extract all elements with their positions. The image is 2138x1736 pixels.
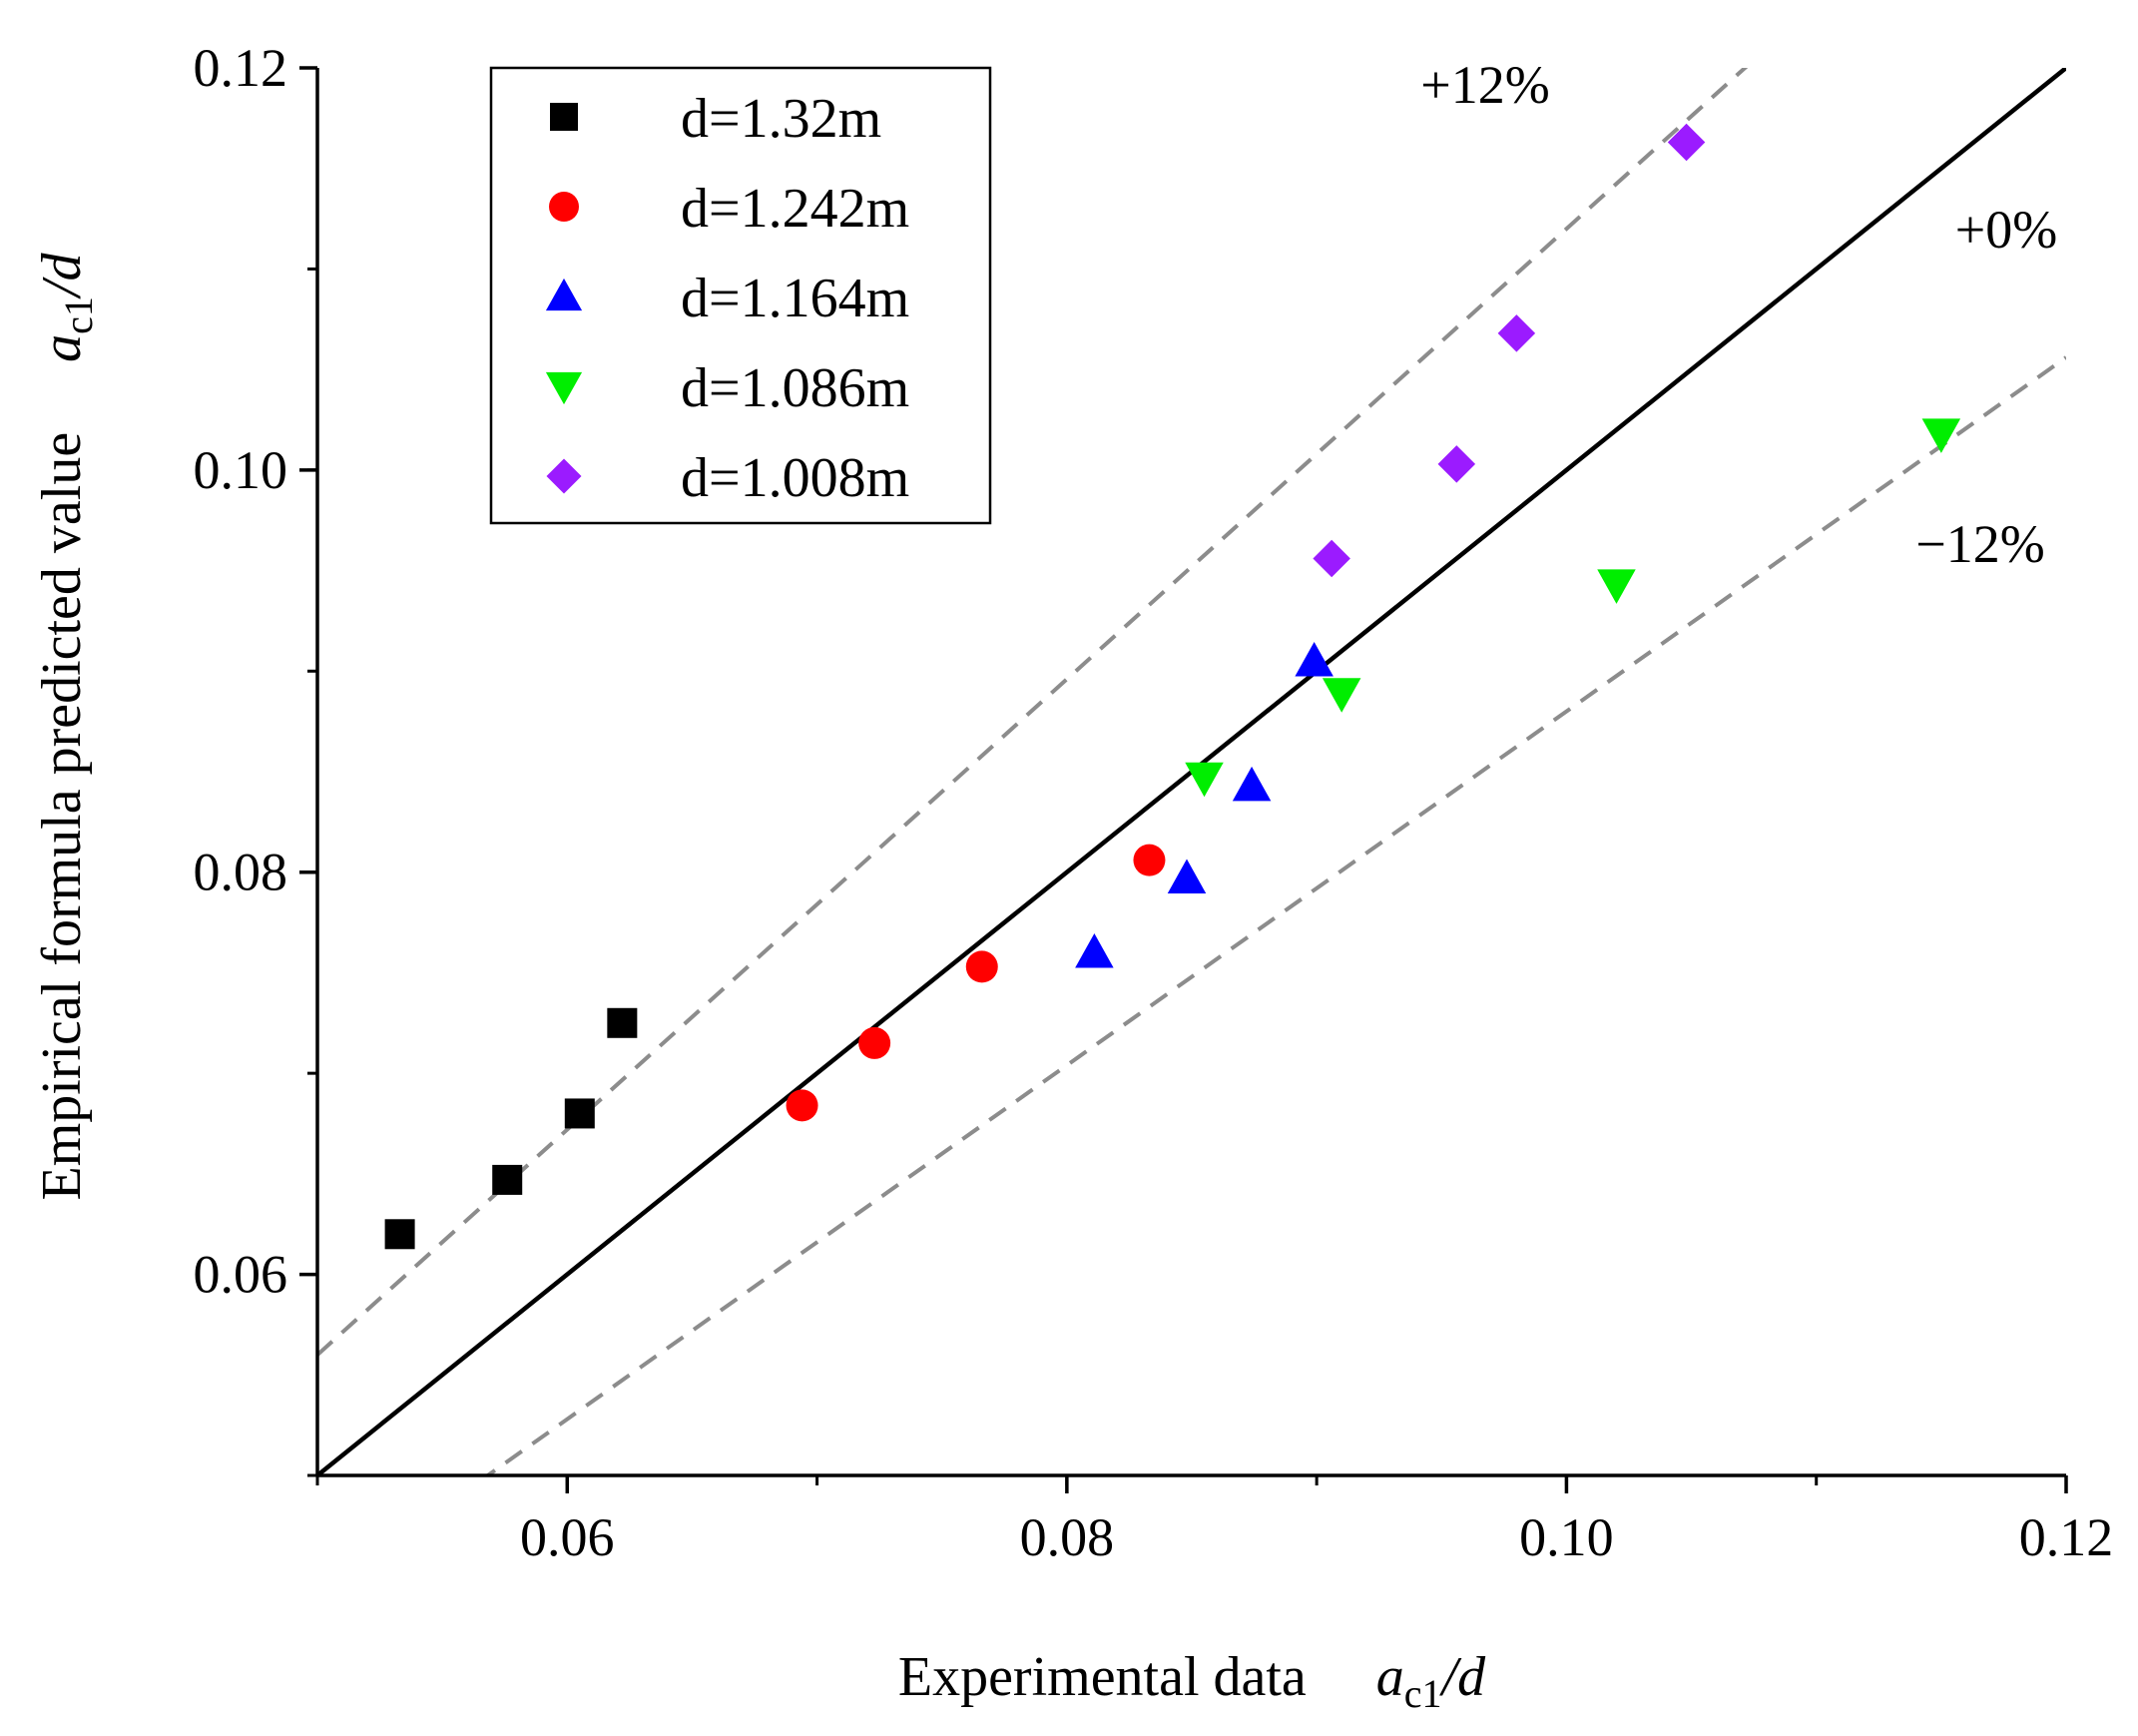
legend-marker-3 xyxy=(545,371,583,405)
x-tick-label: 0.10 xyxy=(1519,1507,1614,1567)
point-series0-3 xyxy=(607,1007,638,1038)
point-series3-3 xyxy=(1921,418,1961,453)
point-series2-3 xyxy=(1295,641,1334,677)
legend-box xyxy=(489,66,992,525)
y-axis-title: Empirical formula predicted value ac1/d xyxy=(31,253,101,1201)
reference-line-minus12pct xyxy=(484,355,2066,1475)
x-tick-label: 0.12 xyxy=(2019,1507,2114,1567)
x-tick-label: 0.06 xyxy=(520,1507,615,1567)
point-series3-2 xyxy=(1597,569,1636,604)
y-tick-label: 0.10 xyxy=(194,440,288,500)
point-series1-0 xyxy=(786,1089,818,1122)
band-label-0: +12% xyxy=(1420,55,1549,115)
band-labels: +12% +0% −12% xyxy=(1420,55,2057,574)
point-series3-1 xyxy=(1322,678,1361,713)
legend-marker-1 xyxy=(549,192,579,222)
y-tick-label: 0.12 xyxy=(194,38,288,98)
axis-titles: Experimental data ac1/d Empirical formula… xyxy=(31,253,1486,1716)
legend-label-3: d=1.086m xyxy=(681,357,909,419)
point-series2-2 xyxy=(1232,766,1272,802)
legend-label-1: d=1.242m xyxy=(681,178,909,240)
data-points xyxy=(384,123,1961,1250)
legend: d=1.32m d=1.242m d=1.164m d=1.086m d=1.008m xyxy=(489,66,992,525)
point-series4-0 xyxy=(1313,539,1350,578)
y-tick-label: 0.08 xyxy=(194,843,288,902)
y-tick-label: 0.06 xyxy=(194,1245,288,1305)
legend-marker-4 xyxy=(546,458,582,494)
band-label-2: −12% xyxy=(1915,514,2044,574)
band-label-1: +0% xyxy=(1955,200,2057,260)
point-series2-1 xyxy=(1167,859,1207,894)
point-series4-1 xyxy=(1437,445,1476,483)
legend-marker-0 xyxy=(550,103,578,131)
x-tick-label: 0.08 xyxy=(1020,1507,1115,1567)
point-series1-1 xyxy=(858,1026,891,1059)
legend-label-0: d=1.32m xyxy=(681,88,881,150)
point-series0-2 xyxy=(564,1098,595,1129)
point-series1-2 xyxy=(965,950,998,983)
legend-label-4: d=1.008m xyxy=(681,447,909,509)
point-series1-3 xyxy=(1133,844,1166,876)
point-series0-0 xyxy=(384,1219,415,1250)
point-series3-0 xyxy=(1185,762,1224,798)
point-series2-0 xyxy=(1075,933,1114,968)
point-series0-1 xyxy=(492,1164,523,1195)
legend-marker-2 xyxy=(545,278,583,311)
x-axis-title: Experimental data ac1/d xyxy=(898,1646,1486,1716)
point-series4-2 xyxy=(1497,314,1536,352)
legend-label-2: d=1.164m xyxy=(681,268,909,329)
point-series4-3 xyxy=(1667,123,1706,162)
axes: 0.06 0.08 0.10 0.12 0.06 0.08 0.10 0.12 xyxy=(194,38,2114,1567)
